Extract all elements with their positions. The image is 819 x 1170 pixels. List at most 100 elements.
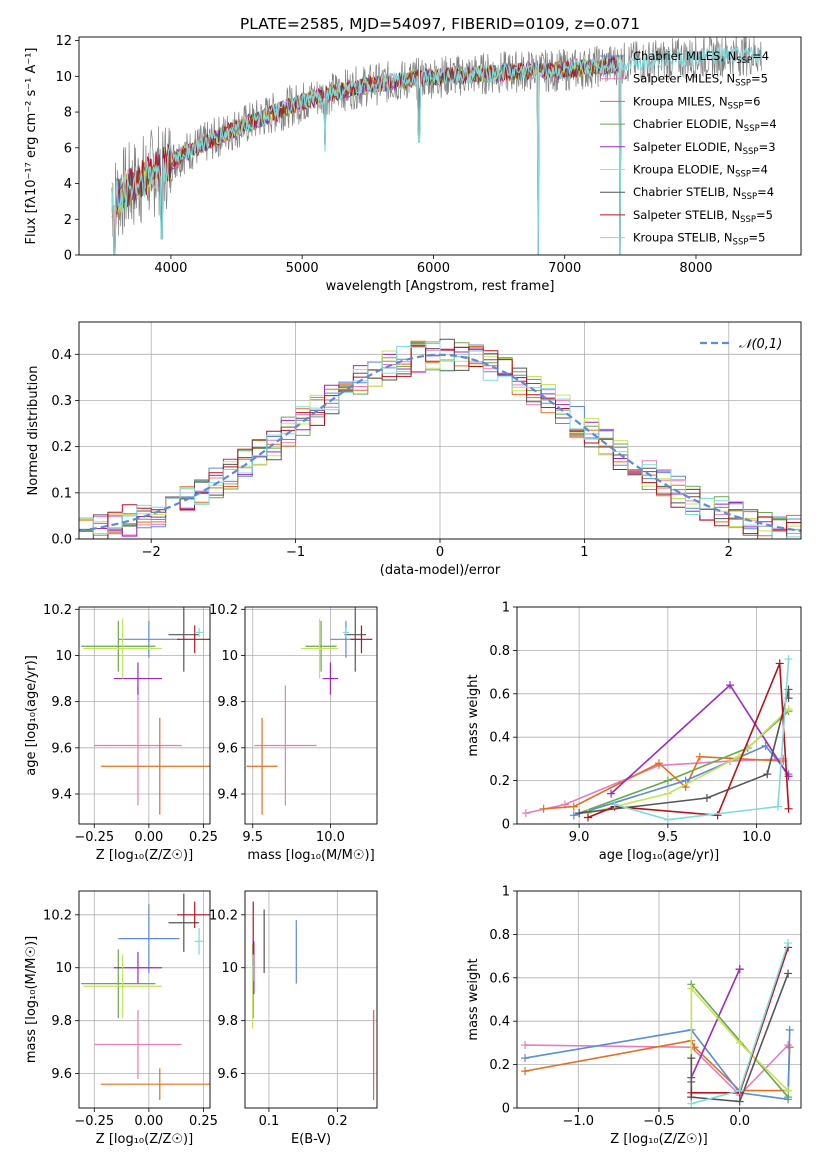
data-point-salpeter_stelib	[687, 1088, 696, 1097]
y-tick-label: 0.2	[489, 1058, 510, 1073]
gaussian-curve	[79, 353, 801, 532]
data-point-salpeter_miles	[521, 809, 530, 818]
x-tick-label: 0.1	[259, 1114, 280, 1129]
x-axis-label: (data-model)/error	[380, 563, 501, 578]
data-point-kroupa_miles	[695, 752, 704, 761]
data-point-salpeter_elodie	[735, 965, 744, 974]
y-tick-label: 10	[55, 70, 72, 85]
x-tick-label: 0.2	[327, 1114, 348, 1129]
y-tick-label: 9.8	[51, 695, 72, 710]
data-point-kroupa_miles	[539, 804, 548, 813]
data-point-kroupa_stelib	[784, 939, 793, 948]
data-point-chabrier_miles	[569, 811, 578, 820]
series-line-kroupa_elodie	[690, 986, 789, 1098]
y-tick-label: 10	[221, 961, 238, 976]
y-tick-label: 0.6	[489, 687, 510, 702]
y-tick-label: 0.4	[489, 1015, 510, 1030]
y-tick-label: 0.0	[51, 533, 72, 548]
plot-area	[517, 891, 801, 1108]
x-tick-label: −0.25	[74, 830, 114, 845]
y-tick-label: 0.8	[489, 644, 510, 659]
y-tick-label: 9.6	[217, 1067, 238, 1082]
data-point-chabrier_miles	[785, 1025, 794, 1034]
data-point-kroupa_stelib	[784, 655, 793, 664]
x-tick-label: 10.0	[316, 830, 345, 845]
y-tick-label: 0.1	[51, 486, 72, 501]
histogram-kroupa_elodie	[79, 343, 801, 539]
y-tick-label: 1	[502, 601, 510, 616]
x-tick-label: 0.25	[189, 1114, 218, 1129]
y-tick-label: 8	[64, 106, 72, 121]
data-point-kroupa_elodie	[784, 704, 793, 713]
data-point-kroupa_elodie	[687, 984, 696, 993]
y-axis-label: mass weight	[466, 674, 481, 756]
data-point-kroupa_stelib	[663, 815, 672, 824]
legend-label: 𝒩(0,1)	[739, 337, 782, 352]
axes-frame	[516, 606, 802, 825]
series-line-salpeter_elodie	[690, 968, 741, 1078]
data-point-chabrier_stelib	[687, 1054, 696, 1063]
y-tick-label: 9.6	[51, 1067, 72, 1082]
legend-label: Salpeter ELODIE, NSSP=3	[633, 140, 776, 157]
histogram-kroupa_stelib	[79, 341, 801, 539]
x-tick-label: 1	[580, 545, 588, 560]
data-point-kroupa_stelib	[773, 802, 782, 811]
y-axis-label: age [log₁₀(age/yr)]	[24, 655, 39, 776]
y-tick-label: 9.8	[217, 695, 238, 710]
data-point-salpeter_stelib	[775, 659, 784, 668]
y-tick-label: 4	[64, 177, 72, 192]
legend-label: Chabrier MILES, NSSP=4	[633, 49, 769, 66]
data-point-chabrier_stelib	[687, 1077, 696, 1086]
plot-area	[245, 891, 377, 1108]
y-tick-label: 9.8	[51, 1014, 72, 1029]
y-axis-label: mass weight	[466, 958, 481, 1040]
axes-frame	[78, 321, 802, 540]
x-axis-label: Z [log₁₀(Z/Z☉)]	[610, 1132, 707, 1147]
series-line-kroupa_miles	[543, 755, 784, 810]
x-axis-label: Z [log₁₀(Z/Z☉)]	[96, 1132, 193, 1147]
series-line-kroupa_elodie	[587, 708, 790, 814]
data-point-chabrier_stelib	[763, 770, 772, 779]
y-tick-label: 6	[64, 141, 72, 156]
axes-spectrum: 4000 5000 6000 7000 8000 0 2 4 6 8 10 12 wavelength …	[24, 34, 802, 294]
x-tick-label: 0.0	[729, 1114, 750, 1129]
x-tick-label: −1.0	[563, 1114, 595, 1129]
axes-frame	[244, 890, 378, 1109]
axes-residual_hist: −2 −1 0 1 2 0.0 0.1 0.2 0.3 0.4 (data-model)/error…	[26, 321, 802, 578]
data-point-kroupa_elodie	[735, 1038, 744, 1047]
y-tick-label: 10	[55, 649, 72, 664]
series-line-kroupa_stelib	[614, 659, 790, 821]
plot-area	[79, 322, 801, 539]
y-axis-label: mass [log₁₀(M/M☉)]	[24, 936, 39, 1063]
legend-label: Chabrier ELODIE, NSSP=4	[633, 117, 777, 134]
data-point-kroupa_stelib	[735, 1086, 744, 1095]
plot-area	[79, 607, 210, 824]
y-tick-label: 10	[221, 649, 238, 664]
y-tick-label: 0.2	[489, 774, 510, 789]
x-tick-label: 0.00	[134, 1114, 163, 1129]
y-tick-label: 9.4	[51, 787, 72, 802]
y-tick-label: 9.4	[217, 787, 238, 802]
data-point-salpeter_stelib	[713, 811, 722, 820]
y-tick-label: 0.6	[489, 971, 510, 986]
y-tick-label: 0	[502, 818, 510, 833]
y-tick-label: 10	[55, 961, 72, 976]
x-tick-label: 0.25	[189, 830, 218, 845]
data-point-salpeter_stelib	[784, 804, 793, 813]
y-tick-label: 9.6	[217, 741, 238, 756]
x-tick-label: −2	[142, 545, 161, 560]
data-point-salpeter_elodie	[726, 681, 734, 690]
y-tick-label: 1	[502, 885, 510, 900]
axes-age_vs_mass: 9.5 10.0 9.4 9.6 9.8 10 10.2 mass [log₁₀(M/M☉)]	[209, 603, 378, 863]
data-point-kroupa_elodie	[663, 789, 672, 798]
x-axis-label: mass [log₁₀(M/M☉)]	[247, 848, 374, 863]
x-axis-label: wavelength [Angstrom, rest frame]	[326, 279, 555, 294]
plot-area	[111, 37, 762, 255]
data-point-salpeter_elodie	[607, 789, 616, 798]
x-tick-label: 10.0	[742, 830, 771, 845]
data-point-kroupa_elodie	[784, 1086, 793, 1095]
axes-massweight_vs_age: 9.0 9.5 10.0 0 0.2 0.4 0.6 0.8 1 age [log₁₀(age/y…	[466, 601, 802, 863]
legend-label: Salpeter MILES, NSSP=5	[633, 72, 768, 89]
axes-frame	[78, 36, 802, 256]
